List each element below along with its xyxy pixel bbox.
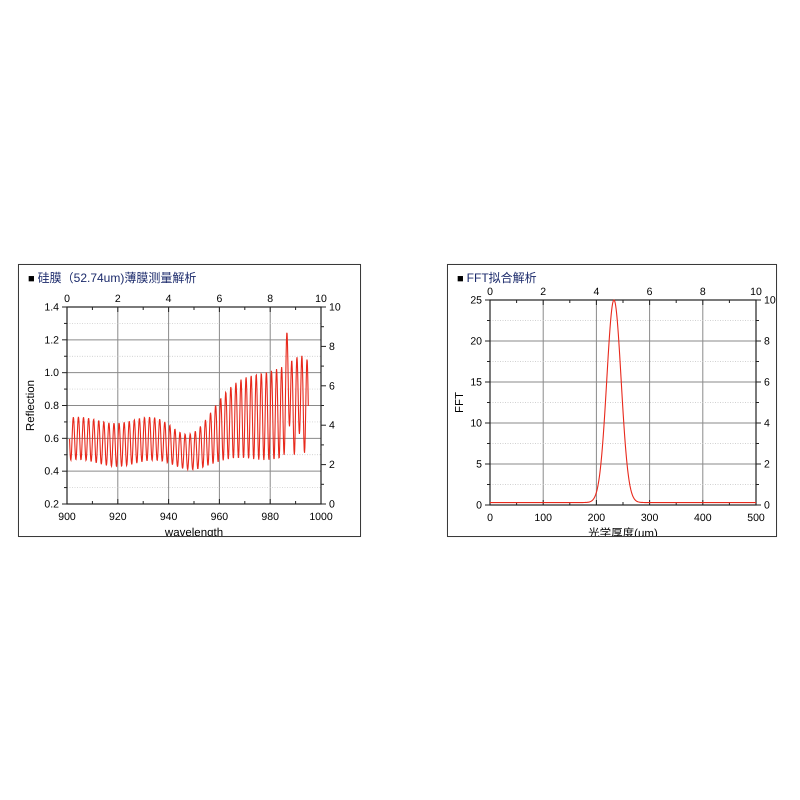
svg-text:960: 960 <box>211 511 229 523</box>
svg-text:1.4: 1.4 <box>44 302 59 314</box>
svg-text:100: 100 <box>534 512 552 524</box>
svg-text:FFT: FFT <box>454 392 466 413</box>
svg-text:20: 20 <box>470 336 482 348</box>
svg-text:940: 940 <box>160 511 178 523</box>
svg-text:8: 8 <box>329 341 335 353</box>
svg-text:15: 15 <box>470 377 482 389</box>
svg-text:0: 0 <box>487 512 493 524</box>
svg-text:0.8: 0.8 <box>44 400 59 412</box>
svg-text:4: 4 <box>764 418 770 430</box>
svg-text:2: 2 <box>764 459 770 471</box>
svg-text:0: 0 <box>329 499 335 511</box>
svg-text:10: 10 <box>329 302 341 314</box>
svg-text:0.4: 0.4 <box>44 466 59 478</box>
svg-text:400: 400 <box>694 512 712 524</box>
svg-text:1000: 1000 <box>309 511 333 523</box>
svg-text:wavelength: wavelength <box>164 527 223 536</box>
svg-text:10: 10 <box>470 418 482 430</box>
svg-text:1.0: 1.0 <box>44 367 59 379</box>
svg-text:920: 920 <box>109 511 127 523</box>
svg-text:2: 2 <box>115 293 121 305</box>
svg-text:10: 10 <box>315 293 327 305</box>
svg-text:0: 0 <box>476 500 482 512</box>
svg-text:6: 6 <box>647 286 653 298</box>
svg-text:10: 10 <box>764 295 776 307</box>
svg-text:0.6: 0.6 <box>44 433 59 445</box>
svg-text:8: 8 <box>700 286 706 298</box>
svg-text:900: 900 <box>58 511 76 523</box>
svg-text:980: 980 <box>261 511 279 523</box>
svg-text:4: 4 <box>329 420 335 432</box>
svg-text:0: 0 <box>487 286 493 298</box>
svg-text:8: 8 <box>267 293 273 305</box>
svg-text:6: 6 <box>216 293 222 305</box>
svg-text:0.2: 0.2 <box>44 499 59 511</box>
svg-text:0: 0 <box>64 293 70 305</box>
svg-text:0: 0 <box>764 500 770 512</box>
svg-text:300: 300 <box>641 512 659 524</box>
svg-text:500: 500 <box>747 512 765 524</box>
svg-text:2: 2 <box>540 286 546 298</box>
svg-text:1.2: 1.2 <box>44 334 59 346</box>
svg-text:4: 4 <box>166 293 172 305</box>
svg-text:8: 8 <box>764 336 770 348</box>
svg-text:5: 5 <box>476 459 482 471</box>
svg-text:4: 4 <box>593 286 599 298</box>
svg-text:25: 25 <box>470 295 482 307</box>
svg-text:6: 6 <box>764 377 770 389</box>
svg-text:2: 2 <box>329 459 335 471</box>
svg-text:10: 10 <box>750 286 762 298</box>
svg-text:Reflection: Reflection <box>25 380 37 431</box>
svg-text:光学厚度(um): 光学厚度(um) <box>588 527 658 536</box>
svg-text:200: 200 <box>588 512 606 524</box>
svg-text:6: 6 <box>329 380 335 392</box>
